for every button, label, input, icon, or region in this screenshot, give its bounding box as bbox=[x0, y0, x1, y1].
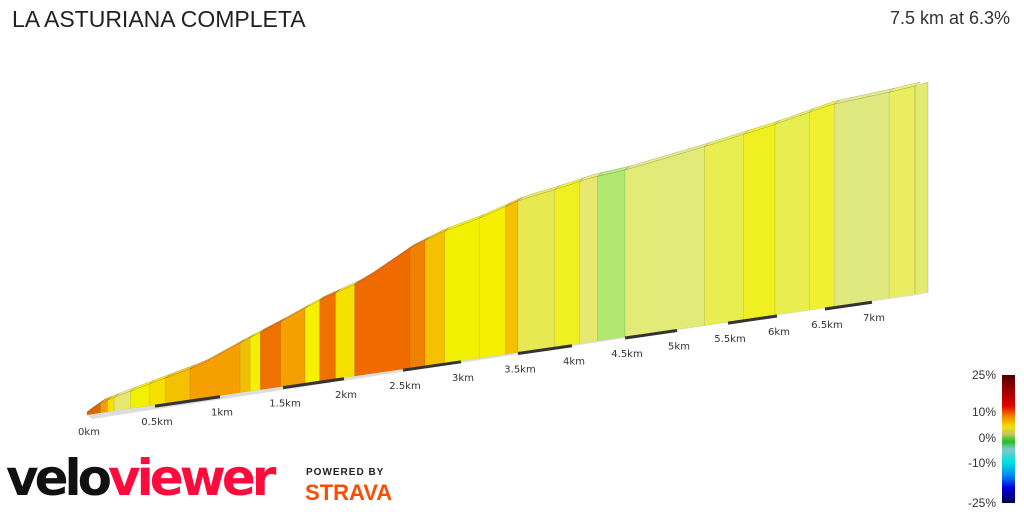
axis-tick-label: 4km bbox=[563, 357, 585, 368]
axis-tick-label: 6.5km bbox=[811, 320, 842, 331]
grade-segment[interactable] bbox=[319, 292, 336, 382]
axis-tick-label: 2.5km bbox=[389, 381, 420, 392]
route-title: LA ASTURIANA COMPLETA bbox=[12, 6, 306, 32]
grade-segment[interactable] bbox=[624, 146, 705, 338]
strava-logo[interactable]: STRAVA bbox=[305, 480, 393, 505]
axis-tick-label: 3km bbox=[452, 373, 474, 384]
km-scale-band bbox=[517, 344, 573, 356]
grade-segment[interactable] bbox=[809, 103, 835, 311]
axis-tick-label: 0km bbox=[78, 427, 100, 438]
powered-by-label: POWERED BY bbox=[306, 467, 385, 478]
grade-segment-top bbox=[889, 81, 921, 93]
grade-segment[interactable] bbox=[189, 342, 241, 401]
grade-segment[interactable] bbox=[478, 206, 506, 359]
axis-tick-label: 2km bbox=[335, 390, 357, 401]
grade-segment[interactable] bbox=[424, 230, 446, 367]
axis-tick-label: 0.5km bbox=[141, 417, 172, 428]
grade-segment[interactable] bbox=[888, 85, 916, 300]
grade-segment[interactable] bbox=[774, 111, 810, 316]
legend-label: 25% bbox=[971, 368, 996, 382]
km-scale-band bbox=[824, 300, 873, 311]
grade-segment[interactable] bbox=[304, 299, 320, 384]
axis-tick-label: 4.5km bbox=[611, 349, 642, 360]
grade-segment[interactable] bbox=[165, 368, 191, 404]
axis-tick-label: 3.5km bbox=[504, 365, 535, 376]
grade-segment[interactable] bbox=[444, 217, 480, 364]
grade-segment[interactable] bbox=[86, 402, 101, 416]
axis-tick-label: 1km bbox=[211, 408, 233, 419]
legend-label: -10% bbox=[967, 456, 996, 470]
grade-segment[interactable] bbox=[354, 247, 411, 377]
grade-segment[interactable] bbox=[743, 123, 776, 321]
grade-segment[interactable] bbox=[579, 175, 598, 344]
logo-viewer: viewer bbox=[108, 449, 276, 507]
grade-segment[interactable] bbox=[239, 337, 251, 394]
elevation-profile: 0km 0.5km 1km 1.5km 2km 2.5km 3km 3.5km 4km 4.5km… bbox=[78, 81, 929, 438]
grade-segment[interactable] bbox=[505, 200, 519, 355]
axis-tick-label: 5.5km bbox=[714, 334, 745, 345]
grade-segment[interactable] bbox=[280, 307, 306, 388]
veloviewer-logo[interactable]: veloviewer bbox=[6, 449, 276, 507]
axis-tick-label: 7km bbox=[863, 313, 885, 324]
legend-label: 10% bbox=[971, 405, 996, 419]
profile-baseline bbox=[87, 292, 928, 419]
km-scale-band bbox=[282, 377, 345, 390]
grade-segment[interactable] bbox=[834, 91, 890, 308]
km-scale-band bbox=[624, 329, 678, 340]
grade-segment[interactable] bbox=[704, 133, 744, 326]
axis-tick-label: 5km bbox=[668, 341, 690, 352]
km-scale-band bbox=[727, 314, 778, 325]
grade-segment[interactable] bbox=[597, 169, 626, 342]
gradient-legend-bar bbox=[1002, 375, 1015, 503]
grade-segment[interactable] bbox=[249, 331, 261, 392]
logo-velo: velo bbox=[6, 449, 112, 507]
profile-end-face bbox=[914, 81, 929, 296]
km-scale-band bbox=[154, 395, 221, 408]
grade-segment[interactable] bbox=[409, 239, 426, 369]
grade-segment[interactable] bbox=[335, 283, 355, 380]
axis-tick-label: 1.5km bbox=[269, 399, 300, 410]
grade-segment[interactable] bbox=[517, 189, 556, 353]
km-scale-band bbox=[402, 360, 462, 372]
grade-segment[interactable] bbox=[260, 321, 281, 391]
route-summary: 7.5 km at 6.3% bbox=[889, 8, 1010, 28]
legend-label: 0% bbox=[978, 431, 996, 445]
legend-label: -25% bbox=[967, 496, 996, 510]
axis-tick-label: 6km bbox=[768, 327, 790, 338]
grade-segment[interactable] bbox=[554, 181, 580, 348]
